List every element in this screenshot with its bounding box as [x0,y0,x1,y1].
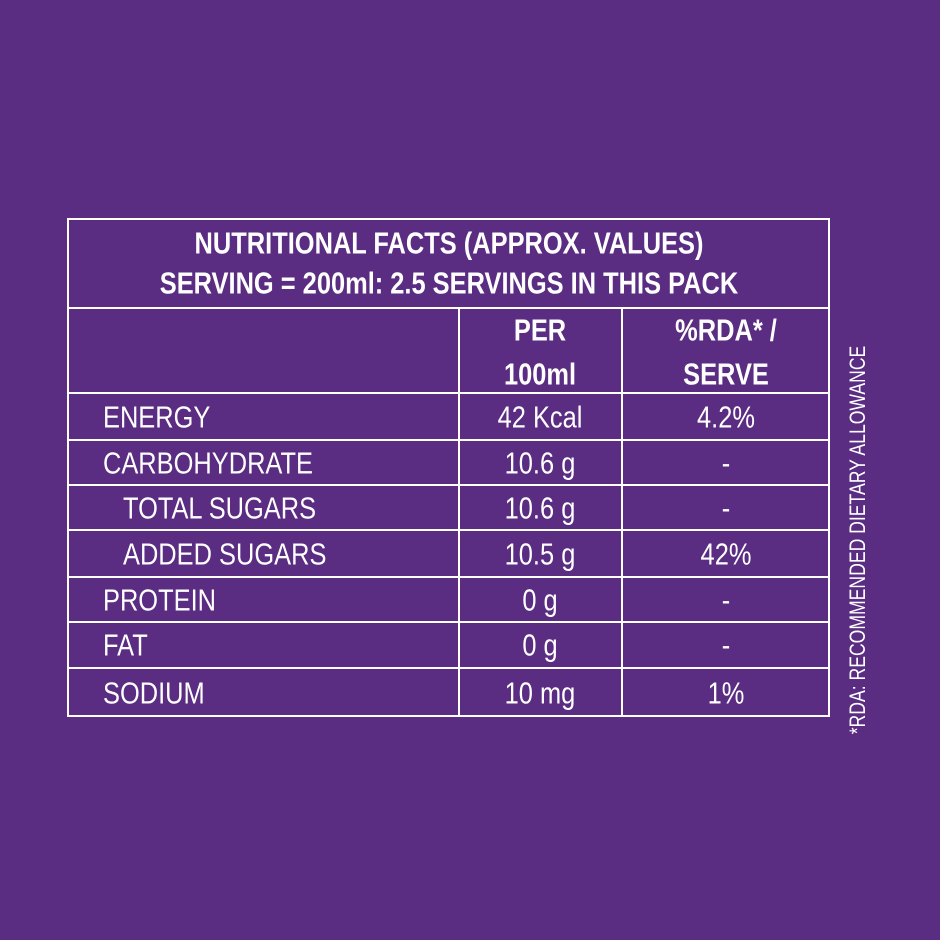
row-divider [67,484,830,486]
per-100ml-value: 0 g [522,582,558,617]
rda-value: 4.2% [697,399,755,434]
footnote: *RDA: RECOMMENDED DIETARY ALLOWANCE [845,345,870,735]
row-divider [67,439,830,441]
row-divider [67,392,830,394]
per-100ml-value: 10.6 g [504,490,576,525]
row-divider [67,621,830,623]
column-divider [458,307,460,717]
rda-value: - [721,445,731,480]
table-title: NUTRITIONAL FACTS (APPROX. VALUES) [194,225,704,261]
column-divider [621,307,623,717]
per-100ml-value: 0 g [522,627,558,663]
column-header: PER [513,312,567,348]
rda-value: - [721,582,731,617]
nutrient-name: CARBOHYDRATE [103,445,313,480]
nutrient-name: SODIUM [103,675,205,710]
row-divider [67,667,830,669]
column-header: SERVE [683,356,769,392]
rda-value: 1% [707,675,745,710]
per-100ml-value: 42 Kcal [497,399,583,434]
rda-value: - [721,490,731,525]
table-title: SERVING = 200ml: 2.5 SERVINGS IN THIS PA… [159,265,739,301]
per-100ml-value: 10.6 g [504,445,576,480]
row-divider [67,529,830,531]
nutrient-name: TOTAL SUGARS [123,490,317,525]
per-100ml-value: 10 mg [504,675,576,710]
column-header: 100ml [503,356,577,392]
nutrient-name: FAT [103,627,148,663]
nutrient-name: ENERGY [103,399,211,434]
row-divider [67,576,830,578]
rda-value: - [721,627,731,663]
column-header: %RDA* / [675,312,777,348]
nutrient-name: ADDED SUGARS [123,536,327,571]
rda-value: 42% [700,536,752,571]
title-divider [67,307,830,309]
nutrient-name: PROTEIN [103,582,216,617]
per-100ml-value: 10.5 g [504,536,576,571]
table-border [67,218,830,717]
